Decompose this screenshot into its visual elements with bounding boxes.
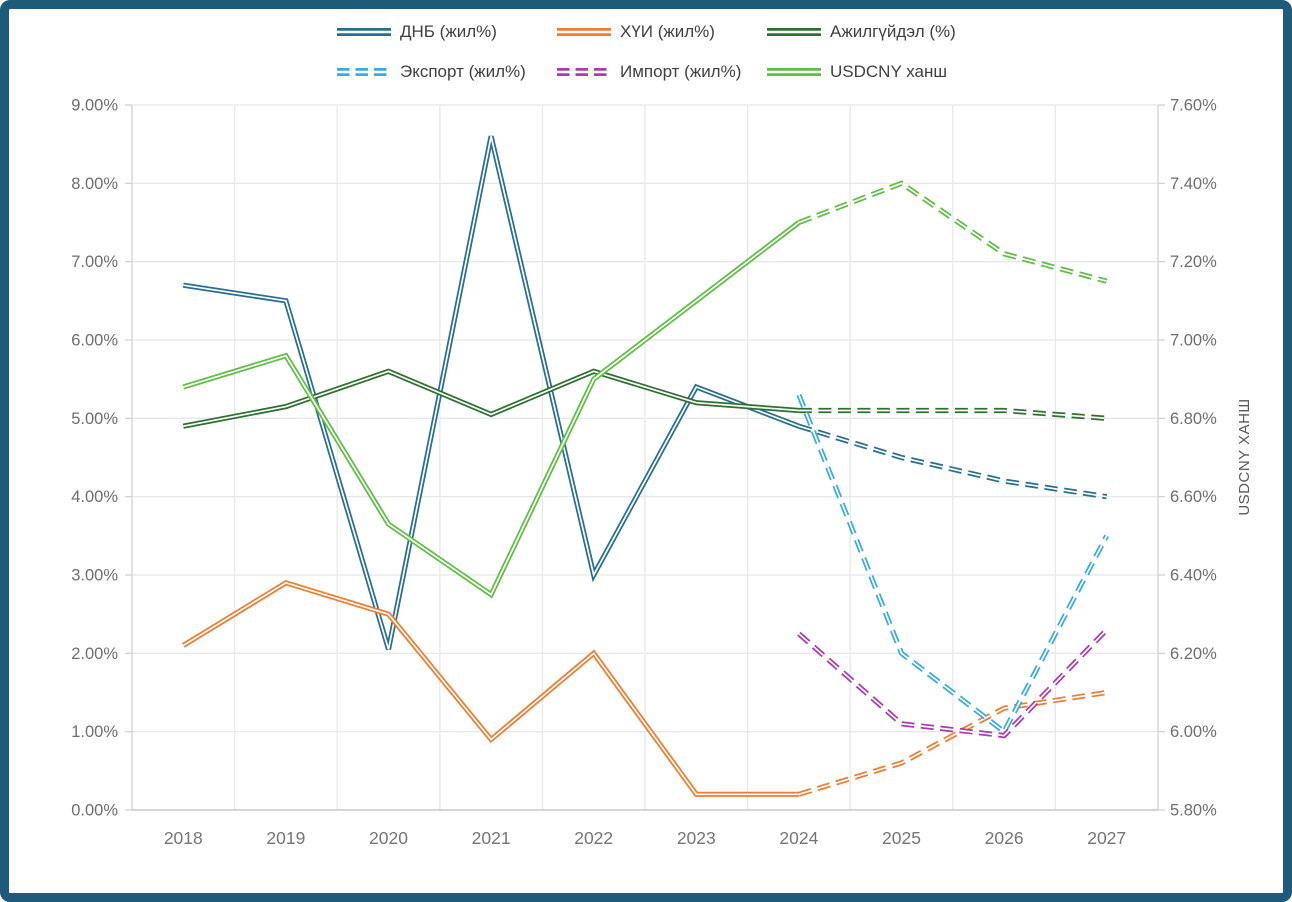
legend-item-gdp: ДНБ (жил%) [336, 22, 497, 42]
gridlines [132, 104, 1158, 810]
x-axis-year-label: 2020 [369, 828, 408, 848]
left-axis-tick-label: 6.00% [71, 332, 118, 350]
right-axis-tick-label: 6.20% [1170, 645, 1217, 663]
left-axis-tick-label: 5.00% [71, 410, 118, 428]
axes [125, 104, 1165, 811]
left-axis-tick-label: 2.00% [71, 645, 118, 663]
legend-item-unemployment: Ажилгүйдэл (%) [766, 22, 956, 42]
right-axis-title: USDCNY ХАНШ [1236, 398, 1253, 515]
x-axis-year-label: 2025 [882, 828, 921, 848]
series-gdp [182, 135, 1108, 651]
left-axis-tick-label: 0.00% [71, 802, 118, 820]
legend-item-cpi: ХҮИ (жил%) [556, 22, 715, 42]
left-axis-tick-label: 3.00% [71, 567, 118, 585]
legend-item-import: Импорт (жил%) [556, 62, 741, 82]
left-axis-tick-label: 1.00% [71, 723, 118, 741]
right-axis-tick-label: 7.00% [1170, 332, 1217, 350]
x-axis-year-label: 2023 [677, 828, 716, 848]
legend-swatch-unemployment [767, 28, 821, 36]
legend-item-usdcny: USDCNY ханш [766, 62, 947, 82]
legend-item-export: Экспорт (жил%) [336, 62, 526, 82]
x-axis-year-label: 2018 [164, 828, 203, 848]
legend-label-gdp: ДНБ (жил%) [400, 22, 497, 41]
legend-label-import: Импорт (жил%) [620, 62, 742, 81]
right-axis-tick-label: 6.60% [1170, 488, 1217, 506]
series-import [797, 627, 1109, 739]
right-axis-tick-label: 7.60% [1170, 97, 1217, 115]
axis-labels: 0.00% 1.00% 2.00% 3.00% 4.00% 5.00% 6.00% 7.00%… [71, 97, 1253, 849]
right-axis-tick-label: 6.00% [1170, 723, 1217, 741]
x-axis-year-label: 2019 [266, 828, 305, 848]
right-axis-tick-label: 6.40% [1170, 567, 1217, 585]
x-axis-year-label: 2021 [472, 828, 511, 848]
x-axis-year-label: 2024 [779, 828, 818, 848]
series-usdcny [182, 180, 1108, 599]
legend-swatch-gdp [337, 28, 391, 36]
right-axis-tick-label: 6.80% [1170, 410, 1217, 428]
legend-swatch-export [337, 68, 391, 76]
series-unemployment [182, 368, 1107, 429]
right-axis-tick-label: 5.80% [1170, 802, 1217, 820]
x-axis-year-label: 2026 [985, 828, 1024, 848]
legend-label-cpi: ХҮИ (жил%) [620, 22, 715, 41]
x-axis-year-label: 2022 [574, 828, 613, 848]
series-cpi [181, 579, 1108, 797]
series-export [796, 393, 1110, 736]
right-axis-tick-label: 7.20% [1170, 253, 1217, 271]
left-axis-tick-label: 8.00% [71, 175, 118, 193]
left-axis-tick-label: 9.00% [71, 97, 118, 115]
legend-swatch-import [557, 68, 611, 76]
x-axis-year-label: 2027 [1087, 828, 1126, 848]
legend-label-usdcny: USDCNY ханш [830, 62, 947, 81]
legend-label-export: Экспорт (жил%) [400, 62, 526, 81]
legend-swatch-cpi [557, 28, 611, 36]
left-axis-tick-label: 4.00% [71, 488, 118, 506]
right-axis-tick-label: 7.40% [1170, 175, 1217, 193]
left-axis-tick-label: 7.00% [71, 253, 118, 271]
legend-swatch-usdcny [767, 68, 821, 76]
legend-label-unemployment: Ажилгүйдэл (%) [830, 22, 956, 41]
